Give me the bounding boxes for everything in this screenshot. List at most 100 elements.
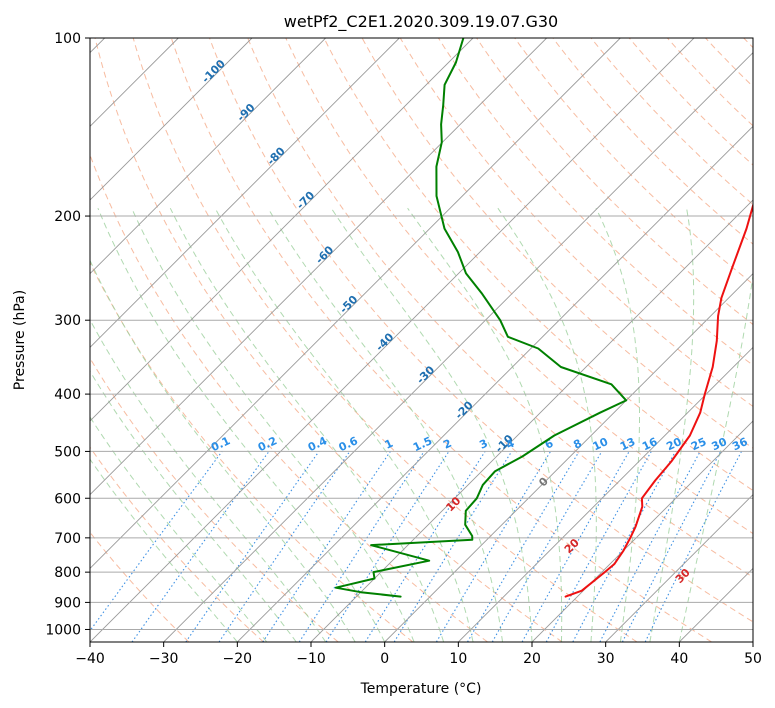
x-tick-label: 0 — [380, 651, 389, 667]
mixing-ratio-line — [644, 451, 742, 642]
isotherm-line — [752, 641, 753, 642]
dry-adiabat-line — [667, 38, 753, 127]
isotherm-line — [605, 494, 753, 642]
x-tick-label: 10 — [449, 651, 467, 667]
isotherm-label: -60 — [313, 243, 336, 266]
dry-adiabat-line — [514, 38, 753, 285]
x-tick-label: −40 — [75, 651, 105, 667]
mixing-ratio-label: 30 — [710, 435, 730, 453]
mixing-ratio-label: 2 — [441, 437, 453, 452]
mixing-ratio-line — [218, 451, 351, 642]
isotherm-label: -40 — [373, 330, 396, 353]
x-axis-label: Temperature (°C) — [360, 681, 482, 697]
isotherm-label: -80 — [265, 144, 288, 167]
dry-adiabat-line — [90, 261, 414, 642]
isotherm-line — [384, 273, 753, 642]
isotherm-label: -70 — [294, 189, 317, 212]
mixing-ratio-label: 16 — [640, 435, 660, 453]
background-lines — [90, 38, 753, 642]
line-annotations: -100-90-80-70-60-50-40-30-20-1000.1 0.2 0.… — [199, 57, 750, 586]
y-tick-label: 1000 — [45, 622, 81, 638]
isotherm-label: -30 — [414, 363, 437, 386]
moist-adiabat-line — [97, 208, 386, 642]
x-tick-label: 20 — [523, 651, 541, 667]
mixing-ratio-line — [545, 451, 652, 642]
moist-adiabat-line — [90, 259, 356, 642]
isotherm-line — [237, 125, 753, 642]
dry-adiabat-label: 20 — [562, 536, 582, 556]
dry-adiabat-line — [437, 38, 753, 366]
x-tick-label: −30 — [149, 651, 179, 667]
y-axis: 100 200 300 400 500 600 700 800 900 1000 — [45, 31, 90, 638]
mixing-ratio-line — [521, 451, 630, 642]
dry-adiabat-line — [628, 38, 753, 166]
mixing-ratio-line — [325, 451, 450, 642]
dry-adiabat-line — [132, 38, 638, 642]
isotherm-line — [679, 567, 753, 642]
dry-adiabat-line — [90, 357, 339, 642]
mixing-ratio-line — [435, 451, 552, 642]
y-tick-label: 800 — [54, 565, 81, 581]
mixing-ratio-label: 25 — [689, 435, 708, 453]
mixing-ratio-label: 13 — [618, 435, 637, 453]
x-tick-label: 40 — [670, 651, 688, 667]
y-tick-label: 600 — [54, 491, 81, 507]
moist-adiabat-line — [214, 207, 474, 642]
moist-adiabat-line — [595, 207, 640, 642]
mixing-ratio-line — [90, 451, 223, 632]
y-tick-label: 700 — [54, 531, 81, 547]
mixing-ratio-line — [393, 451, 513, 642]
mixing-ratio-line — [262, 451, 391, 642]
mixing-ratio-line — [298, 451, 425, 642]
dry-adiabat-line — [90, 153, 488, 642]
dry-adiabat-line — [590, 38, 753, 206]
isotherm-label: -100 — [199, 57, 228, 86]
x-tick-label: 30 — [597, 651, 615, 667]
isotherm-line — [90, 38, 474, 422]
mixing-ratio-line — [572, 451, 676, 642]
y-tick-label: 900 — [54, 595, 81, 611]
x-axis: −40 −30 −20 −10 0 10 20 30 40 50 — [75, 642, 762, 667]
isotherm-line — [531, 420, 753, 642]
isotherm-label: -90 — [234, 101, 257, 124]
dry-adiabat-line — [323, 38, 753, 492]
moist-adiabat-line — [90, 370, 297, 642]
moist-adiabat-line — [90, 318, 327, 642]
x-tick-label: −20 — [223, 651, 253, 667]
isotherm-line — [458, 346, 753, 642]
moist-adiabat-line — [330, 207, 533, 642]
y-tick-label: 500 — [54, 444, 81, 460]
isotherm-line — [163, 52, 753, 642]
mixing-ratio-line — [491, 451, 603, 642]
y-tick-label: 400 — [54, 387, 81, 403]
isotherm-line — [310, 199, 753, 642]
moist-adiabat-line — [90, 458, 238, 642]
dry-adiabat-label: 30 — [673, 566, 693, 586]
dewpoint-profile-line — [334, 38, 628, 598]
mixing-ratio-line — [467, 451, 580, 642]
dry-adiabat-line — [476, 38, 753, 326]
dry-adiabat-line — [552, 38, 753, 245]
dry-adiabat-line — [247, 38, 753, 578]
mixing-ratio-label: 3 — [477, 437, 489, 452]
moist-adiabat-line — [497, 207, 597, 642]
isotherm-line — [90, 38, 547, 496]
dry-adiabat-line — [399, 38, 753, 408]
mixing-ratio-label: 20 — [664, 435, 684, 453]
isotherm-label: -50 — [337, 293, 360, 316]
mixing-ratio-line — [599, 451, 701, 642]
plot-frame — [89, 37, 754, 643]
mixing-ratio-line — [131, 451, 270, 642]
profile-series — [334, 38, 753, 598]
dry-adiabat-label: 10 — [443, 494, 463, 514]
isotherm-line — [90, 38, 253, 201]
y-tick-label: 200 — [54, 209, 81, 225]
y-tick-label: 100 — [54, 31, 81, 47]
dry-adiabat-line — [209, 38, 753, 623]
x-tick-label: 50 — [744, 651, 762, 667]
isotherm-line — [90, 38, 400, 348]
moist-adiabat-line — [90, 416, 268, 642]
chart-title: wetPf2_C2E1.2020.309.19.07.G30 — [284, 12, 558, 32]
isotherm-label: 0 — [536, 474, 551, 489]
